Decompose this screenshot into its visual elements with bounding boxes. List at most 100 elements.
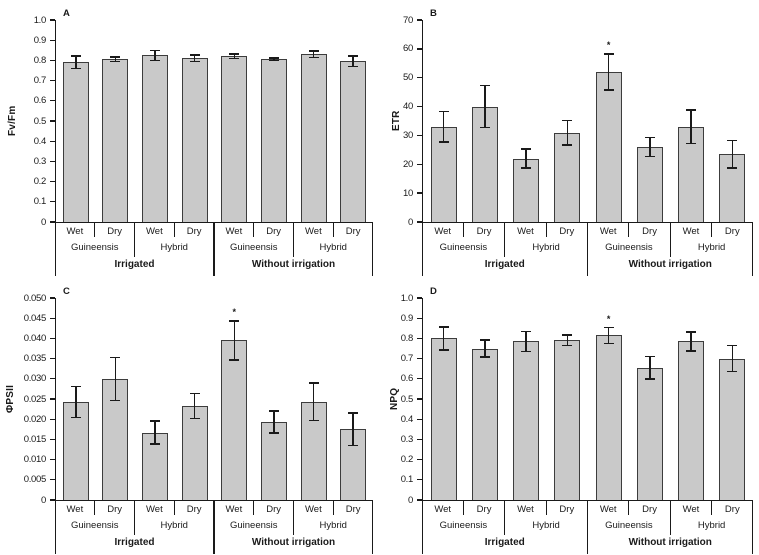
condition-label: Wet	[66, 226, 84, 237]
y-tick	[49, 378, 55, 380]
y-tick	[416, 19, 422, 21]
y-tick	[416, 105, 422, 108]
cultivar-label: Guineensis	[70, 520, 119, 531]
error-bar	[189, 54, 200, 63]
condition-label: Wet	[225, 504, 243, 515]
y-tick	[416, 192, 422, 194]
y-tick-label: 0.5	[400, 393, 414, 405]
bar	[678, 341, 705, 500]
y-tick-label: 70	[403, 14, 413, 26]
error-bar-line	[731, 344, 734, 373]
error-bar-line	[607, 326, 610, 345]
error-bar	[438, 110, 449, 143]
bar	[554, 340, 581, 500]
category-separator	[332, 500, 334, 515]
error-bar	[308, 50, 319, 59]
y-tick	[49, 221, 55, 223]
cultivar-row: Guineensis Hybrid Guineensis Hybrid	[55, 518, 373, 535]
regime-row: Irrigated Without irrigation	[422, 257, 753, 276]
y-tick-label: 0	[408, 216, 413, 228]
error-bar	[348, 412, 359, 447]
error-bar	[229, 320, 240, 361]
category-separator	[422, 500, 424, 554]
error-bar-line	[690, 109, 692, 145]
y-tick-label: 1.0	[33, 14, 47, 26]
error-bar-line	[154, 420, 156, 445]
y-tick	[49, 297, 55, 299]
bar	[636, 367, 663, 500]
error-bar-line	[273, 57, 275, 62]
bar	[221, 56, 248, 222]
plot-area: D 1.0 0.9 0.8 0.7 0.6 0.5 0.4 0.3 0.2 0.1 0 *	[401, 286, 753, 506]
significance-marker: *	[606, 40, 611, 51]
y-tick	[416, 378, 422, 380]
regime-row: Irrigated Without irrigation	[55, 535, 373, 554]
bar	[62, 62, 89, 222]
error-bar-line	[484, 339, 486, 358]
y-tick	[416, 134, 422, 137]
condition-row: Wet Dry Wet Dry Wet Dry Wet Dry	[422, 500, 753, 518]
bar	[340, 61, 367, 222]
plot-area: B 70 60 50 40 30 20 10 0 *	[403, 8, 753, 228]
category-separator	[545, 500, 547, 515]
condition-label: Wet	[146, 504, 163, 515]
cultivar-label: Hybrid	[319, 242, 347, 253]
error-bar	[562, 119, 573, 146]
category-separator	[711, 500, 713, 515]
error-bar	[644, 355, 655, 380]
condition-label: Wet	[517, 504, 534, 515]
regime-label: Irrigated	[484, 259, 525, 270]
error-bar	[438, 326, 449, 351]
y-tick	[49, 438, 55, 441]
cultivar-label: Hybrid	[160, 520, 188, 531]
condition-label: Dry	[266, 226, 282, 237]
category-separator	[669, 500, 671, 535]
error-bar-line	[484, 84, 486, 129]
condition-label: Dry	[107, 504, 123, 515]
error-bar-line	[273, 410, 275, 434]
condition-label: Wet	[305, 226, 322, 237]
category-separator	[173, 500, 175, 515]
bar	[300, 54, 327, 222]
y-tick	[49, 479, 55, 481]
condition-row: Wet Dry Wet Dry Wet Dry Wet Dry	[55, 222, 373, 240]
category-separator	[586, 222, 589, 276]
category-separator	[751, 222, 753, 276]
cultivar-label: Guineensis	[439, 242, 488, 253]
error-bar	[70, 385, 81, 418]
condition-label: Dry	[642, 226, 657, 237]
error-bar-line	[312, 50, 315, 59]
condition-label: Dry	[186, 226, 202, 237]
y-tick	[49, 317, 55, 319]
y-tick	[49, 100, 55, 102]
error-bar	[686, 109, 697, 145]
y-tick-label: 40	[403, 101, 413, 113]
bar	[636, 146, 663, 222]
category-separator	[94, 222, 96, 237]
panel-letter: B	[430, 8, 437, 19]
bar	[430, 338, 457, 500]
cultivar-row: Guineensis Hybrid Guineensis Hybrid	[55, 240, 373, 257]
error-bar	[603, 326, 614, 345]
condition-label: Wet	[682, 226, 700, 237]
y-tick	[416, 438, 422, 441]
bar	[221, 340, 248, 500]
cultivar-label: Hybrid	[319, 520, 347, 531]
cultivar-row: Guineensis Hybrid Guineensis Hybrid	[422, 240, 753, 257]
error-bar	[268, 57, 279, 62]
y-tick	[49, 59, 55, 62]
y-tick-label: 0.050	[23, 292, 47, 304]
condition-label: Dry	[724, 226, 740, 237]
error-bar	[70, 55, 81, 70]
bar	[260, 59, 287, 222]
error-bar-line	[690, 331, 692, 352]
y-tick-label: 60	[403, 43, 413, 55]
y-tick	[49, 140, 55, 142]
error-bar	[308, 382, 319, 422]
condition-label: Wet	[225, 226, 243, 237]
condition-label: Dry	[724, 504, 740, 515]
bar	[62, 401, 89, 500]
error-bar-line	[114, 56, 117, 63]
error-bar-line	[75, 55, 77, 70]
category-separator	[332, 222, 334, 237]
